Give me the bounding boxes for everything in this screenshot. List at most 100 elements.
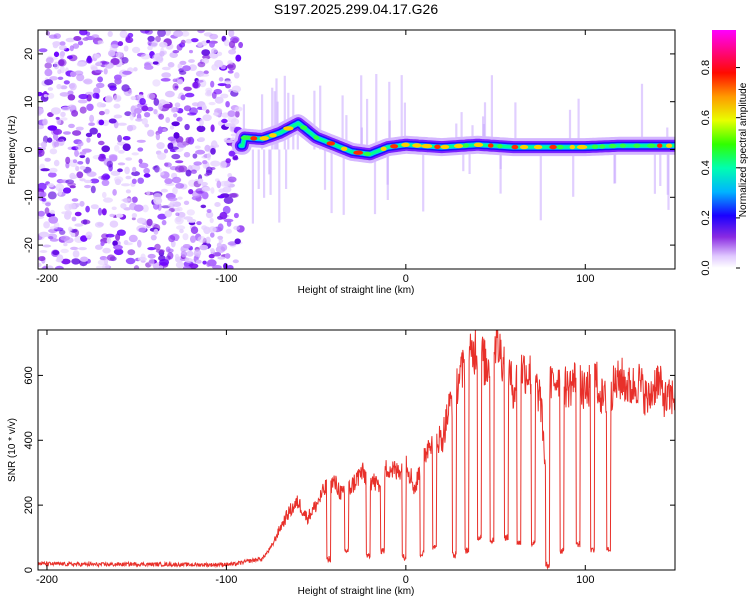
noise-blob [63,242,68,247]
noise-blob [38,262,42,268]
signal-streak [319,85,322,150]
noise-blob [79,178,86,182]
noise-blob [55,116,60,120]
noise-blob [177,196,183,200]
noise-blob [233,212,239,219]
noise-blob [214,144,220,148]
snr-xlabel: Height of straight line (km) [298,586,415,597]
noise-blob [162,128,167,132]
noise-blob [146,190,151,196]
noise-blob [188,189,194,195]
colorbar-gradient [712,30,736,268]
noise-blob [233,225,241,231]
noise-blob [113,176,124,183]
noise-blob [53,51,60,58]
noise-blob [224,122,233,127]
noise-blob [44,207,50,215]
noise-blob [184,257,193,263]
signal-streak [269,149,272,195]
noise-blob [38,256,46,262]
spectrogram-xlabel: Height of straight line (km) [298,285,415,296]
ridge-hotspot [556,144,564,150]
noise-blob [137,177,144,184]
noise-blob [140,253,146,260]
noise-blob [190,38,199,43]
noise-blob [123,45,129,52]
noise-blob [39,250,48,253]
noise-blob [140,53,151,60]
noise-blob [148,258,155,266]
noise-blob [172,83,179,91]
noise-blob [202,160,208,165]
noise-blob [44,68,53,77]
noise-blob [41,197,47,202]
noise-blob [228,30,235,38]
noise-blob [217,256,226,260]
noise-blob [109,220,119,228]
noise-blob [69,175,78,179]
y-tick-label: 0 [23,567,35,573]
noise-blob [75,165,80,172]
noise-blob [174,102,181,108]
noise-blob [76,61,86,67]
noise-blob [169,125,175,130]
colorbar-ticks: 0.0 0.2 0.4 0.6 0.8 [700,60,740,276]
noise-blob [206,152,211,161]
noise-blob [232,259,239,264]
noise-blob [104,108,110,115]
noise-blob [97,207,103,216]
noise-blob [212,252,222,257]
noise-blob [177,63,183,70]
noise-blob [208,254,215,259]
noise-blob [188,59,195,63]
noise-blob [109,155,118,162]
noise-blob [214,202,221,207]
noise-blob [90,204,99,210]
noise-blob [204,144,211,152]
ridge-hotspot [380,146,387,151]
noise-blob [95,82,105,89]
signal-streak [278,149,281,223]
noise-blob [227,70,234,74]
noise-blob [77,161,84,165]
noise-blob [201,104,207,111]
noise-blob [58,45,67,51]
noise-blob [56,254,64,262]
x-tick-label: -100 [215,273,237,285]
ridge-hotspot [608,143,617,149]
noise-blob [98,155,107,162]
noise-blob [54,265,64,269]
noise-blob [52,41,61,47]
noise-blob [52,250,60,256]
noise-blob [143,173,151,178]
noise-blob [82,219,88,225]
noise-blob [92,92,100,99]
noise-blob [62,187,72,194]
signal-streak [242,104,245,150]
ridge-hotspot [462,143,469,148]
x-tick-label: 100 [576,574,594,586]
noise-blob [155,35,161,43]
noise-blob [96,102,104,108]
noise-blob [90,185,96,194]
noise-blob [226,264,234,269]
signal-streak [460,112,463,150]
noise-blob [154,243,161,251]
noise-blob [197,236,206,243]
noise-blob [217,235,224,240]
signal-streak [455,123,458,150]
noise-blob [100,241,105,247]
noise-blob [155,132,161,141]
noise-blob [131,152,139,156]
noise-blob [85,31,91,37]
signal-streak [285,149,288,189]
noise-blob [218,238,224,243]
noise-blob [83,179,92,184]
noise-blob [161,66,171,71]
noise-blob [40,141,47,149]
ridge-hotspot [259,136,269,141]
noise-blob [164,210,172,218]
noise-blob [76,73,85,82]
noise-blob [209,217,214,224]
noise-blob [216,242,222,249]
